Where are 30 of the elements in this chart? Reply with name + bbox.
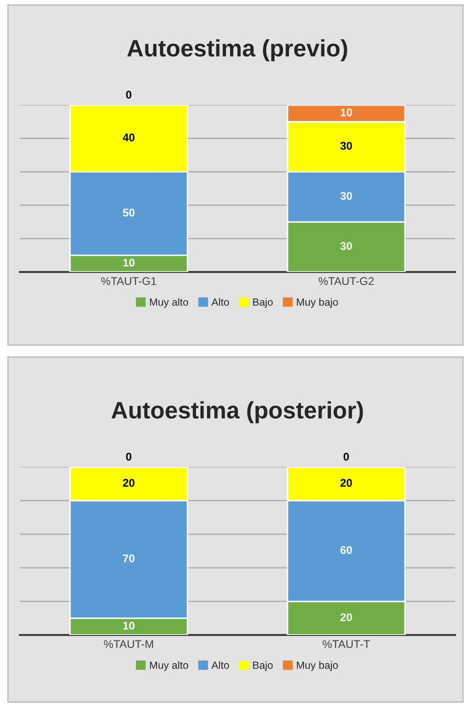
data-label: 20 — [122, 478, 134, 487]
data-label: 70 — [123, 554, 134, 562]
data-label: 0 — [344, 452, 349, 461]
legend-label: Alto — [211, 298, 229, 306]
x-tick-label: %TAUT-G2 — [318, 277, 374, 286]
data-label: 0 — [126, 452, 132, 461]
data-label: 30 — [340, 192, 352, 200]
legend-label: Muy alto — [150, 298, 188, 308]
x-tick-label: %TAUT-M — [104, 640, 154, 648]
legend-label: Bajo — [253, 661, 273, 671]
x-tick-label: %TAUT-G1 — [101, 277, 156, 286]
data-label: 50 — [122, 208, 134, 217]
x-tick-label: %TAUT-T — [322, 640, 370, 648]
legend-label: Alto — [211, 661, 229, 669]
chart-title: Autoestima (previo) — [127, 39, 348, 62]
data-label: 10 — [123, 258, 134, 267]
data-label: 10 — [123, 622, 134, 630]
data-label: 20 — [340, 478, 352, 487]
data-label: 30 — [340, 242, 352, 250]
chart-title: Autoestima (posterior) — [112, 401, 363, 424]
legend-label: Muy bajo — [296, 298, 338, 308]
data-label: 20 — [340, 613, 352, 622]
data-label: 60 — [340, 546, 352, 554]
data-label: 40 — [122, 134, 134, 142]
data-label: 0 — [126, 90, 132, 99]
data-label: 30 — [340, 142, 352, 150]
legend-label: Muy bajo — [296, 661, 338, 671]
legend-label: Muy alto — [150, 661, 188, 671]
data-label: 10 — [340, 108, 352, 116]
legend-label: Bajo — [253, 298, 273, 308]
